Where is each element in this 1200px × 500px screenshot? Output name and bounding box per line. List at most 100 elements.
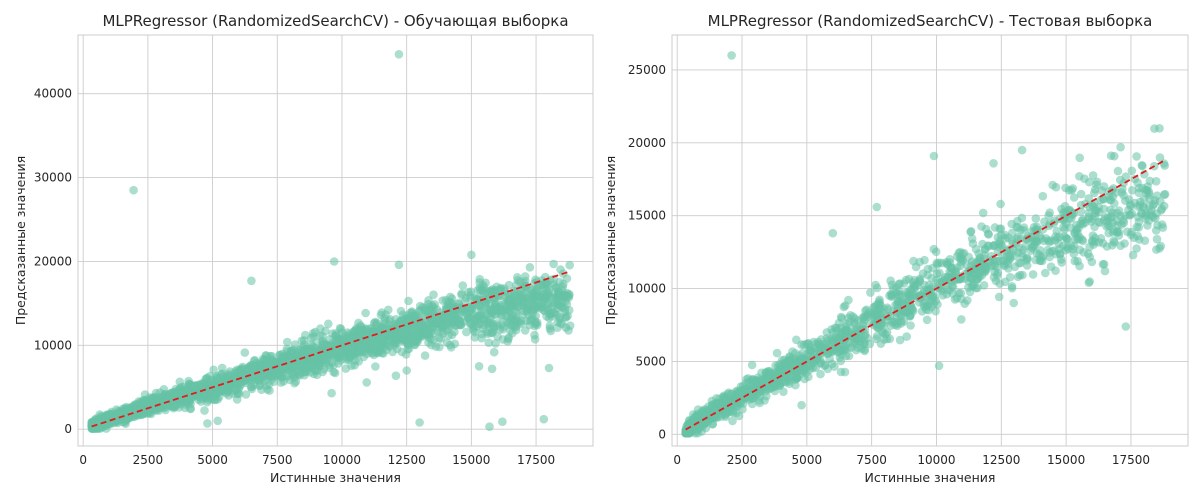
test-data-point [1127,209,1137,218]
train-data-point [552,310,562,320]
train-data-point [425,303,435,312]
test-data-point [1113,166,1123,176]
test-data-point [997,250,1007,260]
test-data-point [894,290,903,300]
train-data-point [285,375,295,385]
test-data-point [863,312,872,322]
train-data-point [488,320,498,329]
test-data-point [866,288,875,297]
train-data-point [391,371,401,381]
test-data-point [1031,236,1040,246]
test-data-point [841,322,850,331]
test-data-point [1084,212,1094,222]
test-data-point [1028,270,1038,279]
train-data-point [415,418,424,427]
test-data-point [883,303,892,313]
test-data-point [1061,219,1071,228]
train-data-point [428,322,438,332]
test-data-point [1157,220,1167,229]
train-data-point [336,356,346,365]
test-data-point [1127,166,1137,176]
test-data-point [779,377,789,387]
test-data-point [1012,222,1021,232]
train-data-point [455,316,464,326]
train-data-point [498,417,507,427]
train-data-point [392,344,402,354]
test-data-point [938,291,948,300]
train-data-point [209,365,218,375]
train-x-tick-label: 7500 [262,453,293,467]
test-data-point [996,199,1005,209]
train-x-tick-label: 10000 [323,453,361,467]
test-data-point [1137,161,1147,170]
train-data-point [408,338,418,347]
train-data-point [170,391,179,400]
test-x-tick-label: 10000 [917,453,955,467]
train-data-point [477,333,486,343]
train-data-point [380,313,389,323]
train-data-point [434,333,444,343]
test-data-point [820,360,830,370]
train-data-point [403,332,413,341]
test-data-point [850,318,859,327]
test-data-point [792,335,801,345]
train-data-point [481,278,490,288]
train-data-point [497,319,507,329]
test-data-point [833,326,842,335]
test-data-point [1031,214,1041,223]
train-data-point [508,311,518,320]
test-data-point [839,302,849,312]
test-grid [672,35,1188,446]
train-data-point [214,374,224,384]
train-data-point [554,287,563,296]
test-data-point [1159,159,1169,168]
train-data-point [341,364,351,373]
test-data-point [1023,254,1032,264]
test-data-point [1145,176,1155,186]
train-data-point [565,260,574,270]
train-data-point [318,340,328,350]
test-data-point [830,362,839,371]
train-data-point [329,257,339,266]
test-data-point [1057,258,1066,267]
test-data-point [872,202,882,212]
test-data-point [965,287,975,297]
train-data-point [308,329,318,338]
test-data-point [1003,256,1013,266]
train-data-point [255,361,265,371]
test-data-point [793,373,802,382]
test-data-point [1007,282,1017,291]
test-data-point [975,256,984,266]
test-data-point [1013,232,1023,242]
test-data-point [762,391,771,401]
train-data-point [362,378,372,387]
train-identity-line [91,270,571,428]
test-data-point [772,348,782,358]
train-data-point [213,381,223,390]
test-data-point [1160,190,1169,200]
train-x-axis-label: Истинные значения [270,470,401,485]
test-data-point [1075,172,1084,181]
test-data-point [906,321,915,330]
test-data-point [1018,270,1027,280]
train-data-point [519,306,528,316]
test-data-point [1121,322,1131,331]
test-y-tick-label: 25000 [628,63,666,77]
train-data-point [372,320,381,329]
test-data-point [1032,249,1042,258]
train-data-point [338,336,347,345]
test-data-point [836,341,845,351]
train-data-point [394,50,404,59]
test-data-point [886,289,896,299]
test-data-point [1055,244,1064,254]
test-data-point [747,360,757,370]
test-data-point [922,315,932,325]
test-data-point [1041,268,1050,278]
train-data-point [282,344,292,354]
train-data-point [493,332,502,341]
test-data-point [718,400,728,409]
test-data-point [1117,220,1126,229]
test-data-point [894,279,904,289]
test-data-point [972,264,981,273]
train-data-point [429,290,438,300]
